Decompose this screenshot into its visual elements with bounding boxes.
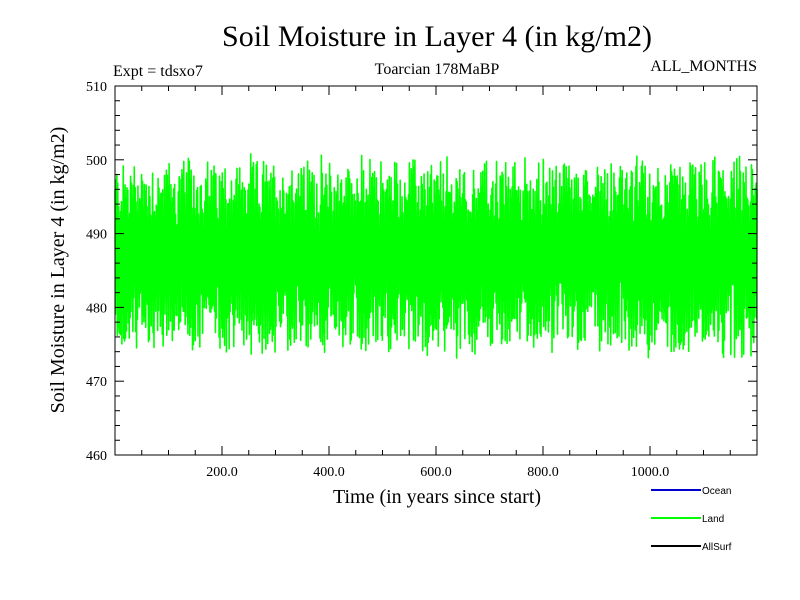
y-tick-label: 510	[86, 80, 107, 95]
chart-subtitle: Toarcian 178MaBP	[375, 61, 500, 78]
plot-frame	[114, 85, 758, 456]
legend-ocean-label: Ocean	[702, 486, 731, 497]
series-layer	[114, 153, 758, 359]
y-tick-label: 500	[86, 154, 107, 169]
x-tick-label: 800.0	[527, 465, 559, 480]
x-tick-label: 1000.0	[631, 465, 670, 480]
x-axis-label: Time (in years since start)	[333, 486, 541, 508]
legend-land-label: Land	[702, 514, 724, 525]
chart-title: Soil Moisture in Layer 4 (in kg/m2)	[222, 20, 652, 53]
y-tick-label: 480	[86, 301, 107, 316]
x-tick-label: 600.0	[420, 465, 452, 480]
y-tick-label: 460	[86, 449, 107, 464]
months-label: ALL_MONTHS	[650, 58, 757, 75]
legend-allsurf-label: AllSurf	[702, 542, 732, 553]
expt-label: Expt = tdsxo7	[113, 63, 203, 80]
x-tick-label: 200.0	[206, 465, 238, 480]
y-tick-label: 490	[86, 228, 107, 243]
y-axis-label: Soil Moisture in Layer 4 (in kg/m2)	[47, 127, 69, 414]
series-line-land	[114, 153, 758, 359]
legend: Ocean Land AllSurf	[651, 486, 732, 553]
y-tick-label: 470	[86, 375, 107, 390]
axis-ticks: 200.0 400.0 600.0 800.0 1000.0 460 470 480 490 50…	[86, 80, 757, 480]
x-tick-label: 400.0	[313, 465, 345, 480]
